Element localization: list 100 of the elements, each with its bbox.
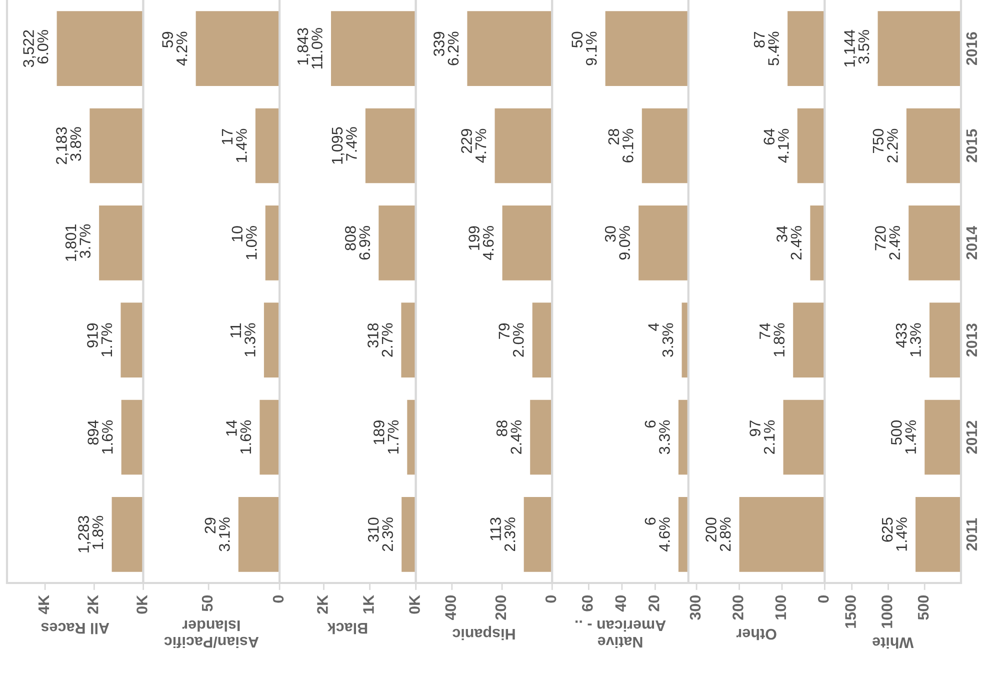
x-tick-label: 1500 — [845, 595, 856, 628]
data-label: 433 1.3% — [896, 323, 921, 356]
data-label: 500 1.4% — [890, 420, 916, 454]
y-tick-label: 2014 — [966, 226, 978, 260]
bar — [642, 108, 688, 184]
bar — [739, 497, 825, 572]
x-tick-label: 0 — [272, 595, 284, 603]
bar — [378, 206, 416, 280]
x-tick-label: 200 — [495, 595, 506, 620]
bar — [238, 497, 280, 572]
bar — [99, 206, 144, 280]
bar — [530, 400, 552, 475]
y-tick-label: 2011 — [966, 518, 978, 550]
bar — [532, 302, 552, 378]
data-label: 87 5.4% — [754, 32, 779, 66]
x-tick-label: 1000 — [882, 595, 892, 628]
data-label: 808 6.9% — [345, 226, 370, 260]
data-label: 229 4.7% — [461, 128, 486, 163]
data-label: 1,801 3.7% — [65, 224, 90, 261]
bar — [265, 206, 280, 280]
bar — [605, 11, 688, 86]
data-label: 79 2.0% — [498, 323, 524, 357]
x-axis-title: Other — [736, 628, 776, 640]
data-label: 30 9.0% — [604, 226, 630, 260]
y-tick-label: 2015 — [966, 129, 978, 162]
bar — [916, 497, 961, 572]
x-tick-label: 4K — [38, 594, 50, 614]
x-axis-title: All Races — [41, 622, 110, 634]
bar — [467, 11, 552, 86]
bar — [260, 400, 280, 475]
x-tick-label: 100 — [775, 595, 786, 620]
bar — [264, 302, 280, 378]
bar — [908, 206, 961, 280]
data-label: 894 1.6% — [88, 420, 113, 454]
x-tick-label: 0K — [409, 594, 420, 614]
data-label: 720 2.4% — [874, 226, 900, 260]
y-tick-label: 2012 — [966, 420, 978, 454]
bar — [90, 108, 144, 184]
bar — [878, 11, 961, 86]
x-tick-label: 500 — [918, 595, 929, 620]
data-label: 1,283 1.8% — [78, 516, 104, 552]
data-label: 1,843 11.0% — [297, 28, 322, 69]
data-label: 97 2.1% — [750, 420, 775, 454]
data-label: 1,144 3.5% — [844, 30, 870, 67]
data-label: 74 1.8% — [760, 323, 785, 356]
x-tick-label: 0 — [818, 595, 829, 603]
x-tick-label: 200 — [732, 595, 744, 620]
x-axis-title: Black — [327, 622, 368, 634]
data-label: 199 4.6% — [468, 226, 494, 260]
data-label: 750 2.2% — [872, 128, 898, 162]
data-label: 11 1.3% — [230, 323, 256, 356]
x-tick-label: 300 — [690, 595, 701, 620]
bar — [678, 400, 688, 475]
data-label: 1,095 7.4% — [332, 127, 357, 164]
bar — [112, 497, 144, 572]
bar — [810, 206, 825, 280]
data-label: 919 1.7% — [87, 323, 112, 356]
x-axis-title: Asian/Pacific Islander — [164, 620, 259, 648]
bar — [906, 108, 961, 184]
data-label: 4 3.3% — [648, 323, 674, 357]
bar — [678, 497, 688, 572]
x-axis-title: Hispanic — [452, 626, 515, 640]
data-label: 310 2.3% — [368, 518, 394, 552]
data-label: 50 9.1% — [572, 32, 597, 66]
x-axis-title: Native American - .. — [575, 620, 666, 648]
x-tick-label: 2K — [317, 594, 328, 614]
x-tick-label: 40 — [615, 595, 626, 612]
bar — [196, 11, 280, 86]
bar — [365, 108, 416, 184]
y-tick-label: 2013 — [966, 324, 978, 357]
x-tick-label: 0K — [136, 594, 148, 614]
x-axis-title: White — [872, 637, 914, 649]
data-label: 17 1.4% — [222, 128, 247, 162]
bar — [793, 302, 825, 378]
data-label: 6 3.3% — [644, 420, 670, 454]
data-label: 59 4.2% — [162, 32, 188, 66]
data-label: 88 2.4% — [496, 420, 522, 454]
data-label: 64 4.1% — [764, 128, 789, 163]
bar — [56, 11, 144, 86]
bar — [407, 400, 416, 475]
bar — [121, 400, 144, 475]
x-tick-label: 1K — [363, 594, 374, 614]
data-label: 318 2.7% — [368, 323, 393, 357]
x-tick-label: 60 — [582, 595, 593, 612]
data-label: 14 1.6% — [226, 420, 252, 454]
bar — [797, 108, 825, 184]
bar — [402, 497, 416, 572]
data-label: 2,183 3.8% — [56, 127, 82, 164]
data-label: 29 3.1% — [204, 518, 230, 552]
bar — [524, 497, 552, 572]
bar — [638, 206, 688, 280]
data-label: 200 2.8% — [706, 518, 731, 552]
bar — [331, 11, 416, 86]
x-tick-label: 50 — [202, 595, 213, 612]
bar — [783, 400, 825, 475]
data-label: 625 1.4% — [882, 518, 907, 551]
bar — [120, 302, 144, 378]
data-label: 113 2.3% — [490, 518, 516, 552]
bar — [494, 108, 552, 184]
data-label: 189 1.7% — [374, 420, 399, 454]
